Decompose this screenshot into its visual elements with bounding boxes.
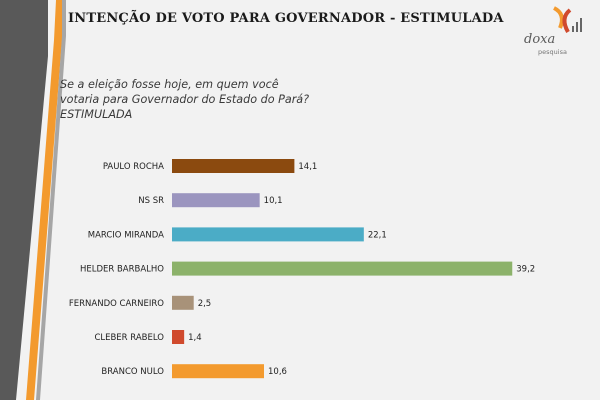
- logo-subtitle: pesquisa: [538, 48, 567, 56]
- bar-marcio-miranda: [172, 227, 364, 242]
- survey-question: Se a eleição fosse hoje, em quem você vo…: [60, 78, 310, 121]
- value-label-helder-barbalho: 39,2: [516, 265, 535, 275]
- category-label-paulo-rocha: PAULO ROCHA: [103, 162, 164, 172]
- category-label-ns-sr: NS SR: [138, 196, 164, 206]
- value-label-fernando-carneiro: 2,5: [198, 299, 212, 309]
- value-label-cleber-rabelo: 1,4: [188, 333, 202, 343]
- value-label-branco-nulo: 10,6: [268, 367, 287, 377]
- value-label-paulo-rocha: 14,1: [298, 162, 317, 172]
- category-label-fernando-carneiro: FERNANDO CARNEIRO: [69, 299, 164, 309]
- category-label-helder-barbalho: HELDER BARBALHO: [80, 265, 164, 275]
- category-label-cleber-rabelo: CLEBER RABELO: [94, 333, 164, 343]
- bar-helder-barbalho: [172, 261, 513, 276]
- category-label-marcio-miranda: MARCIO MIRANDA: [88, 230, 164, 240]
- value-label-ns-sr: 10,1: [264, 196, 283, 206]
- logo-name: doxa: [524, 32, 556, 47]
- bar-paulo-rocha: [172, 159, 295, 173]
- doxa-logo: doxa pesquisa: [520, 4, 590, 60]
- bar-branco-nulo: [172, 364, 265, 379]
- bar-fernando-carneiro: [172, 295, 194, 310]
- category-label-branco-nulo: BRANCO NULO: [101, 367, 164, 377]
- bar-ns-sr: [172, 193, 260, 208]
- value-label-marcio-miranda: 22,1: [368, 230, 387, 240]
- logo-mark-icon: [552, 6, 582, 33]
- page-title: INTENÇÃO DE VOTO PARA GOVERNADOR - ESTIM…: [68, 11, 504, 26]
- bar-cleber-rabelo: [172, 330, 185, 344]
